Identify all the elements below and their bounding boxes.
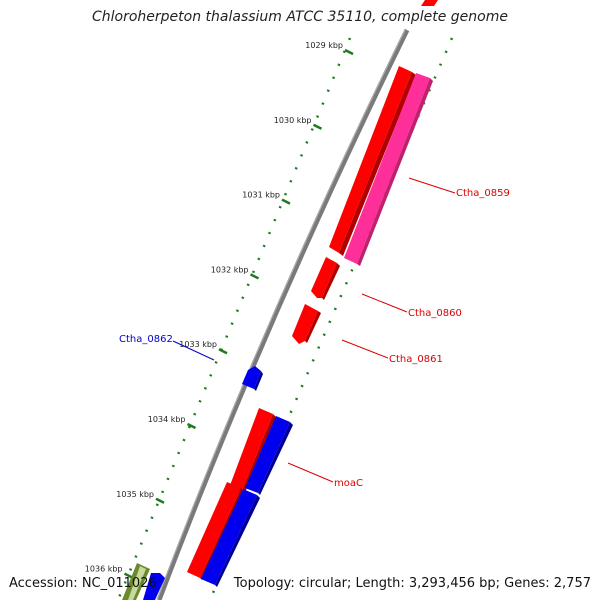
kbp-tick-mark	[281, 198, 291, 205]
kbp-tick-label: 1031 kbp	[242, 191, 280, 200]
label-connectors	[172, 177, 456, 483]
gene-ctha-0862-shade	[254, 371, 263, 391]
gene-ctha-0862[interactable]	[242, 366, 261, 389]
kbp-ticks: 1029 kbp 1030 kbp 1031 kbp 1032 kbp 1033 kbp…	[85, 41, 354, 579]
gene-partial-top[interactable]	[421, 0, 438, 6]
gene-ctha-0859[interactable]	[329, 66, 412, 253]
kbp-tick-label: 1036 kbp	[85, 565, 123, 574]
gene-reverse-bottom[interactable]	[143, 573, 165, 600]
connector-ctha-0862	[172, 340, 215, 361]
kbp-tick-mark	[344, 48, 354, 56]
gene-moac-forward-1[interactable]	[229, 408, 273, 493]
kbp-tick-label: 1035 kbp	[116, 490, 154, 499]
gene-ctha-0860-shade	[322, 263, 340, 300]
gene-ctha-0860[interactable]	[311, 257, 337, 298]
gene-other-bottom-light	[128, 566, 146, 600]
label-ctha-0861[interactable]: Ctha_0861	[389, 354, 443, 365]
kbp-tick-mark	[312, 123, 323, 130]
kbp-tick-label: 1033 kbp	[179, 340, 217, 349]
connector-ctha-0859	[408, 177, 456, 194]
label-ctha-0860[interactable]: Ctha_0860	[408, 308, 462, 319]
gene-labels: Ctha_0859 Ctha_0860 Ctha_0861 Ctha_0862 …	[119, 188, 510, 489]
topology-text: Topology: circular; Length: 3,293,456 bp…	[233, 576, 591, 591]
gene-ctha-0859-shade	[339, 72, 416, 256]
gene-reverse-lower-shade	[215, 495, 260, 587]
kbp-tick-mark	[155, 497, 165, 504]
label-ctha-0862[interactable]: Ctha_0862	[119, 334, 173, 345]
gene-ctha-0861[interactable]	[292, 304, 318, 344]
genome-title: Chloroherpeton thalassium ATCC 35110, co…	[92, 9, 508, 25]
gene-moac-forward-1-shade	[241, 414, 276, 495]
kbp-tick-label: 1029 kbp	[305, 41, 343, 50]
kbp-tick-label: 1034 kbp	[148, 415, 186, 424]
connector-ctha-0861	[341, 339, 389, 359]
gene-ctha-0861-shade	[305, 311, 321, 343]
kbp-tick-mark	[123, 572, 134, 579]
genome-backbone	[156, 28, 410, 600]
genome-backbone-highlight	[156, 29, 406, 600]
kbp-tick-mark	[249, 273, 260, 280]
genes	[122, 0, 438, 600]
label-moac[interactable]: moaC	[334, 478, 363, 489]
kbp-tick-label: 1032 kbp	[211, 265, 249, 274]
gene-moac[interactable]	[245, 416, 290, 493]
kbp-tick-mark	[186, 422, 197, 430]
kbp-tick-label: 1030 kbp	[274, 116, 312, 125]
gene-forward-lower[interactable]	[187, 482, 241, 578]
connector-moac	[287, 462, 334, 483]
gene-moac-shade	[258, 422, 293, 495]
accession-text: Accession: NC_011026	[9, 576, 157, 591]
connector-ctha-0860	[361, 293, 408, 313]
kbp-tick-mark	[218, 348, 228, 355]
gene-ctha-0859-rna-shade	[357, 78, 433, 266]
gene-ctha-0859-rna[interactable]	[344, 73, 430, 264]
label-ctha-0859[interactable]: Ctha_0859	[456, 188, 510, 199]
gene-reverse-lower[interactable]	[201, 489, 257, 585]
